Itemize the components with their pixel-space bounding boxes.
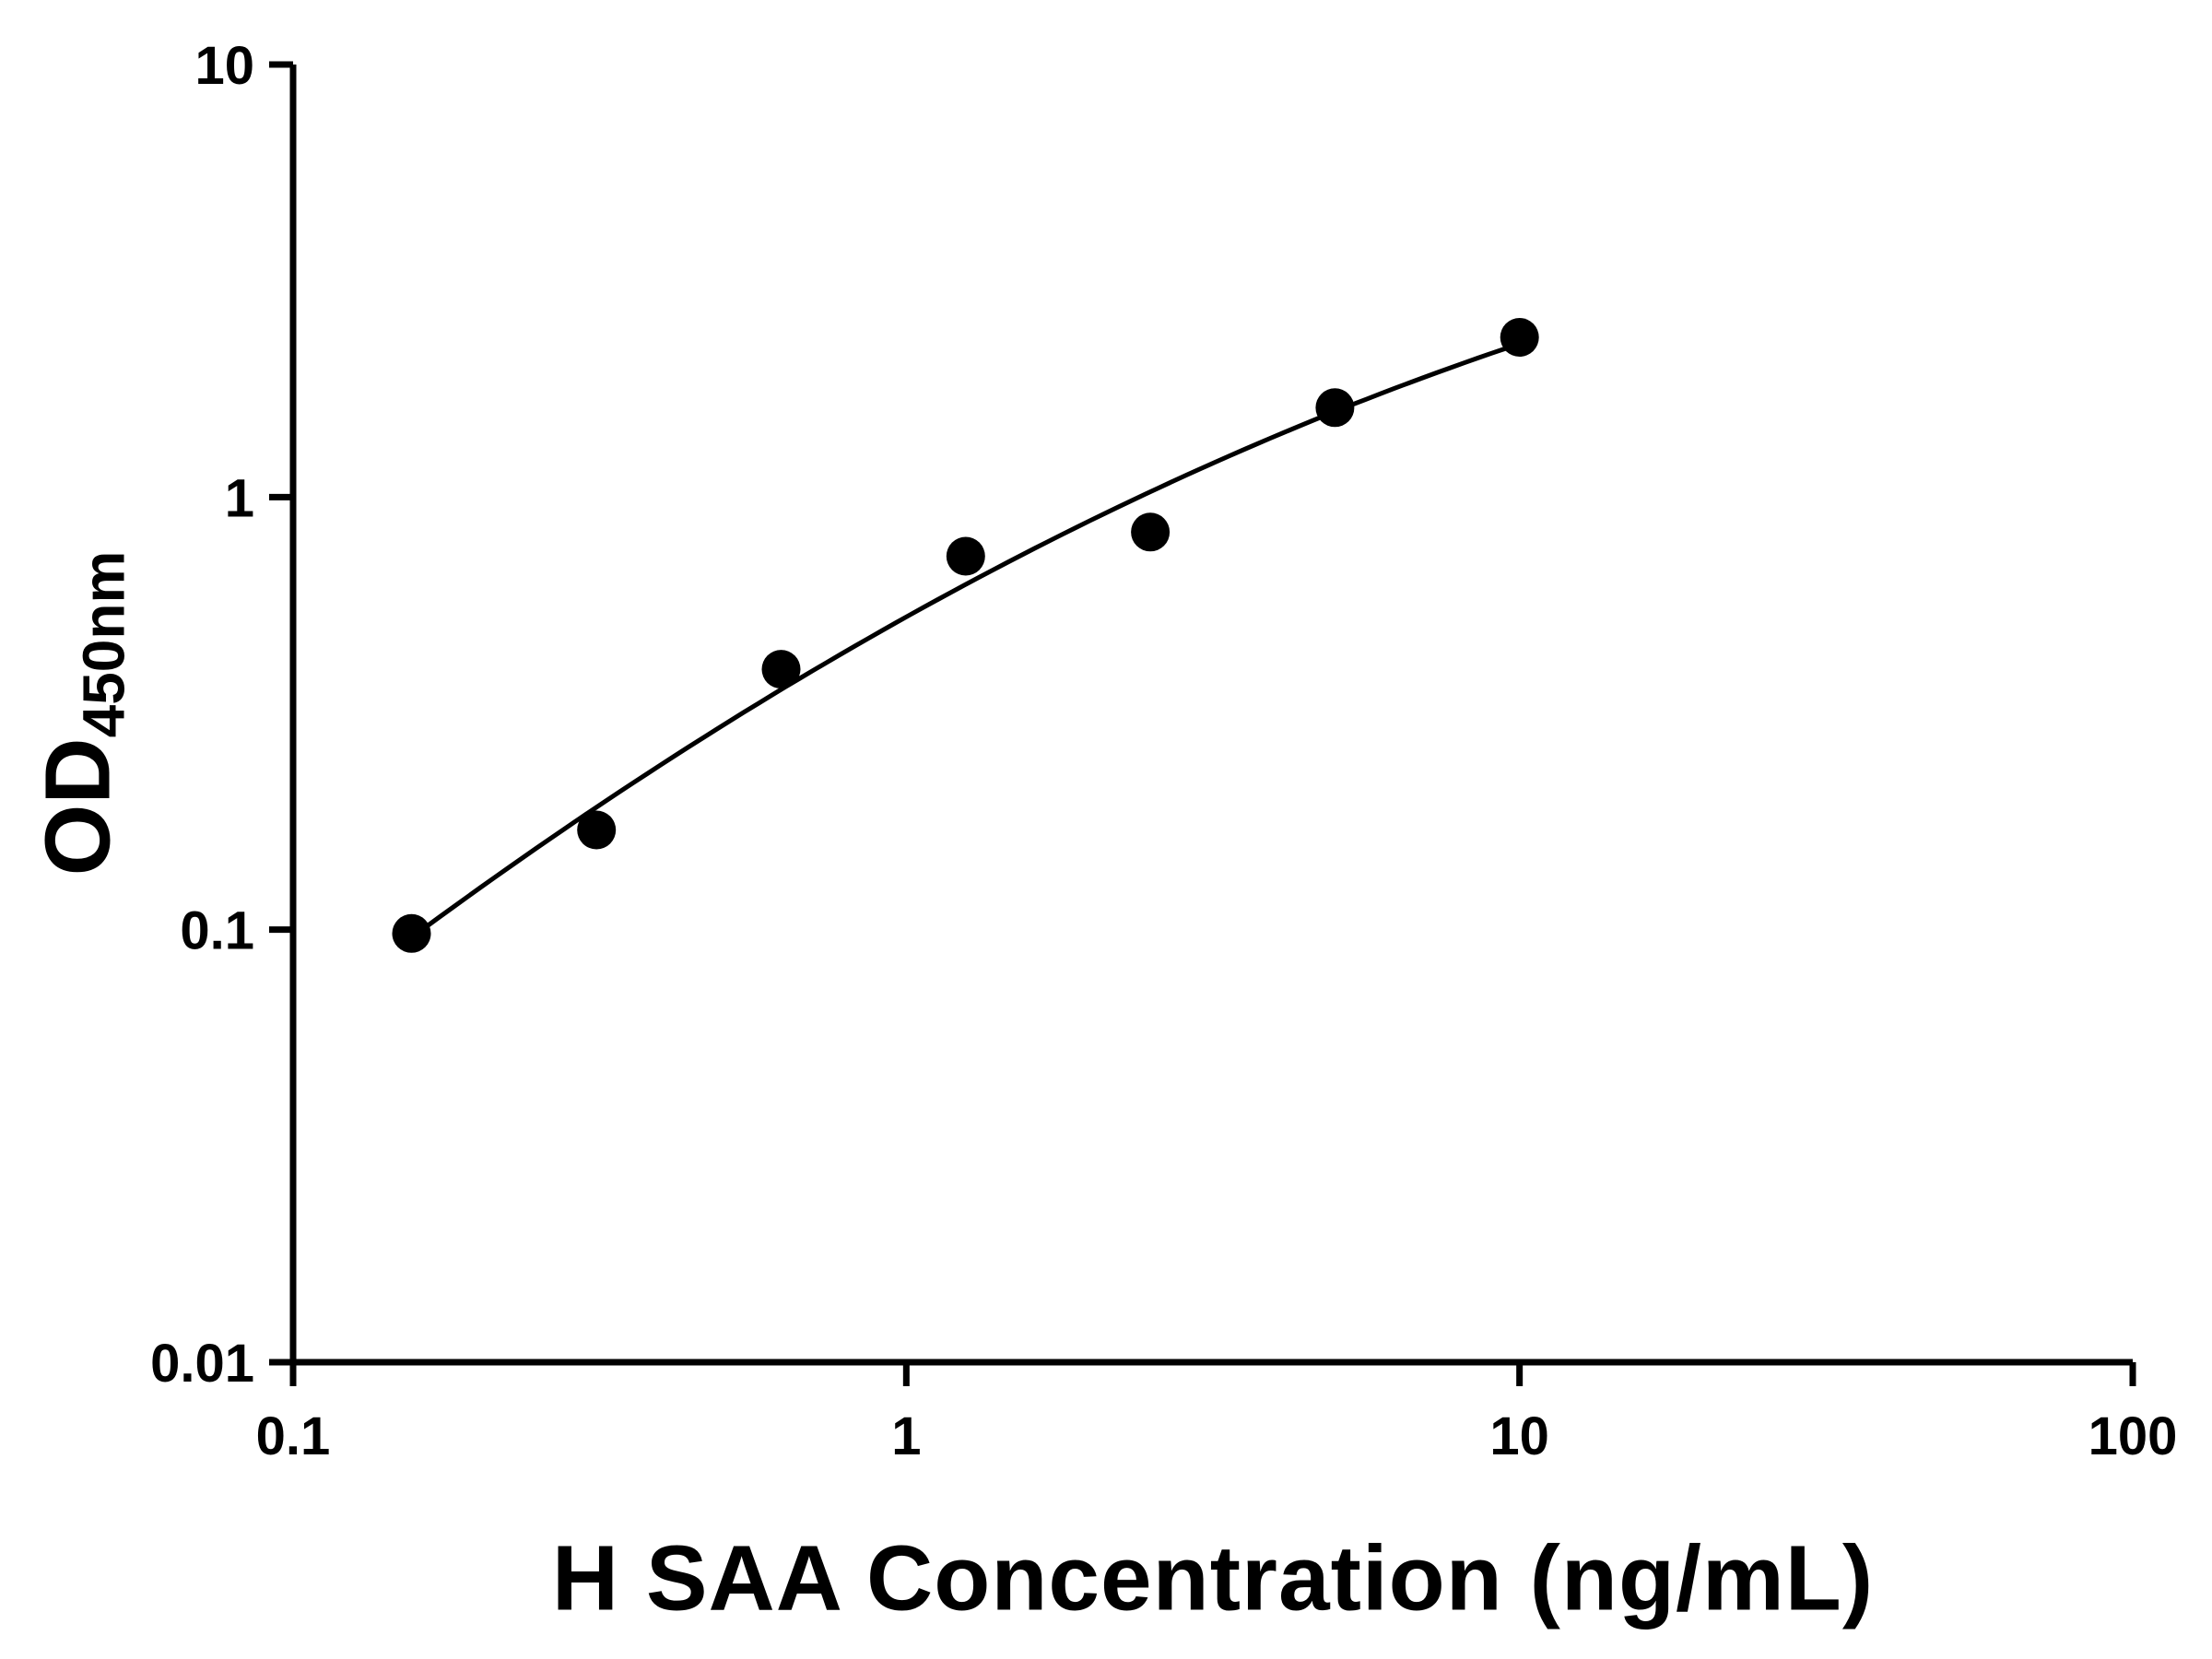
data-point — [761, 650, 801, 689]
data-point — [1131, 512, 1171, 552]
fit-curve — [409, 341, 1523, 940]
x-axis-title: H SAA Concentration (ng/mL) — [551, 1526, 1875, 1630]
y-axis-title: OD450nm — [26, 551, 137, 877]
data-point — [946, 536, 985, 576]
x-tick-label: 10 — [1489, 1406, 1549, 1466]
y-tick-label: 1 — [225, 468, 254, 528]
data-point — [577, 810, 617, 850]
y-tick-label: 0.01 — [150, 1334, 254, 1394]
y-axis-title-main: OD — [26, 737, 130, 877]
x-tick-label: 100 — [2088, 1406, 2178, 1466]
data-point — [392, 913, 431, 953]
data-point — [1315, 388, 1355, 428]
data-point — [1500, 318, 1539, 357]
y-axis-title-subscript: 450nm — [70, 550, 137, 738]
y-tick-label: 0.1 — [180, 901, 254, 961]
axes — [289, 65, 2133, 1366]
x-tick-label: 0.1 — [256, 1406, 331, 1466]
y-tick-label: 10 — [194, 36, 254, 96]
x-tick-label: 1 — [891, 1406, 921, 1466]
